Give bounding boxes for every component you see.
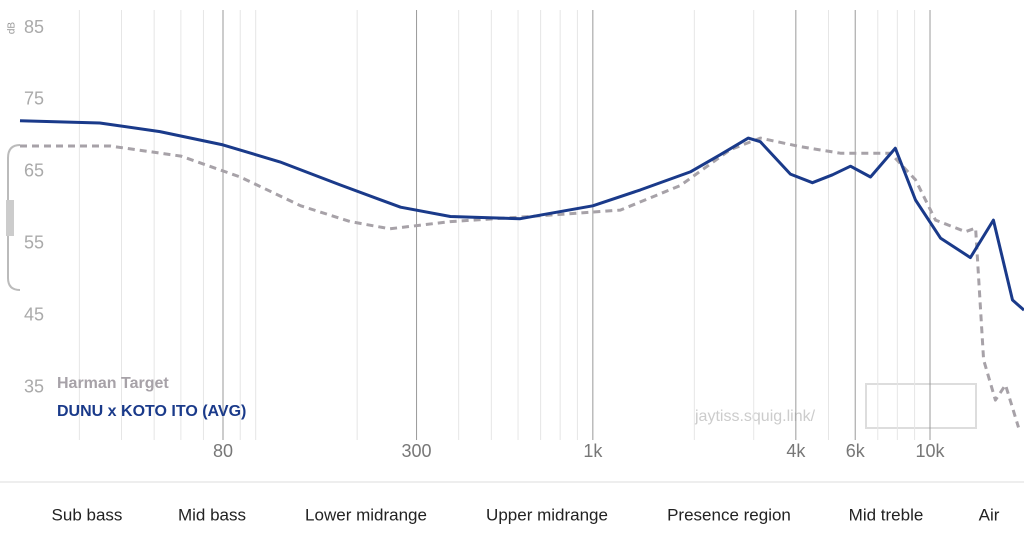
x-tick-label: 6k <box>846 441 866 461</box>
band-label: Sub bass <box>52 505 123 524</box>
slider-grip[interactable] <box>6 200 14 236</box>
x-tick-label: 4k <box>786 441 806 461</box>
x-tick-label: 10k <box>915 441 945 461</box>
y-tick-label: 65 <box>24 161 44 181</box>
y-tick-label: 85 <box>24 17 44 37</box>
band-label: Lower midrange <box>305 505 427 524</box>
band-label: Presence region <box>667 505 791 524</box>
x-tick-label: 80 <box>213 441 233 461</box>
legend-entry: Harman Target <box>57 375 169 392</box>
band-label: Mid treble <box>849 505 924 524</box>
x-tick-label: 300 <box>402 441 432 461</box>
watermark: jaytiss.squig.link/ <box>694 408 816 425</box>
y-tick-label: 45 <box>24 305 44 325</box>
y-tick-label: 55 <box>24 233 44 253</box>
fr-curve <box>20 136 1020 428</box>
legend-entry: DUNU x KOTO ITO (AVG) <box>57 403 246 420</box>
band-label: Mid bass <box>178 505 246 524</box>
y-tick-label: 35 <box>24 377 44 397</box>
fr-curve <box>19 119 1024 312</box>
band-label: Upper midrange <box>486 505 608 524</box>
y-axis-label: dB <box>7 22 18 35</box>
x-tick-label: 1k <box>583 441 603 461</box>
band-label: Air <box>979 505 1000 524</box>
y-tick-label: 75 <box>24 89 44 109</box>
watermark-logo <box>865 383 977 429</box>
